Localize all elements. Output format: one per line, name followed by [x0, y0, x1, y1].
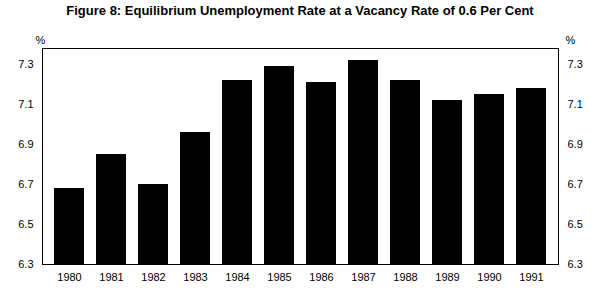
html-text:Figure 8: Equilibrium Unemploy: Figure 8: Equilibrium Unemployment Rate …: [66, 3, 534, 18]
svg-text:%: %: [566, 34, 576, 46]
svg-text:7.1: 7.1: [18, 98, 33, 110]
svg-text:1985: 1985: [267, 271, 291, 283]
svg-text:7.1: 7.1: [568, 98, 583, 110]
svg-text:6.9: 6.9: [18, 138, 33, 150]
svg-text:1989: 1989: [435, 271, 459, 283]
svg-text:6.9: 6.9: [568, 138, 583, 150]
svg-text:6.7: 6.7: [18, 178, 33, 190]
svg-text:1991: 1991: [519, 271, 543, 283]
svg-text:6.7: 6.7: [568, 178, 583, 190]
svg-text:1988: 1988: [393, 271, 417, 283]
svg-text:%: %: [36, 34, 46, 46]
svg-text:1990: 1990: [477, 271, 501, 283]
svg-text:1980: 1980: [57, 271, 81, 283]
svg-text:1982: 1982: [141, 271, 165, 283]
svg-text:7.3: 7.3: [568, 58, 583, 70]
svg-text:6.5: 6.5: [568, 218, 583, 230]
svg-text:6.3: 6.3: [568, 258, 583, 270]
svg-text:1987: 1987: [351, 271, 375, 283]
svg-text:7.3: 7.3: [18, 58, 33, 70]
svg-text:6.5: 6.5: [18, 218, 33, 230]
svg-text:1983: 1983: [183, 271, 207, 283]
svg-text:6.3: 6.3: [18, 258, 33, 270]
svg-text:1986: 1986: [309, 271, 333, 283]
svg-text:1981: 1981: [99, 271, 123, 283]
svg-text:1984: 1984: [225, 271, 249, 283]
